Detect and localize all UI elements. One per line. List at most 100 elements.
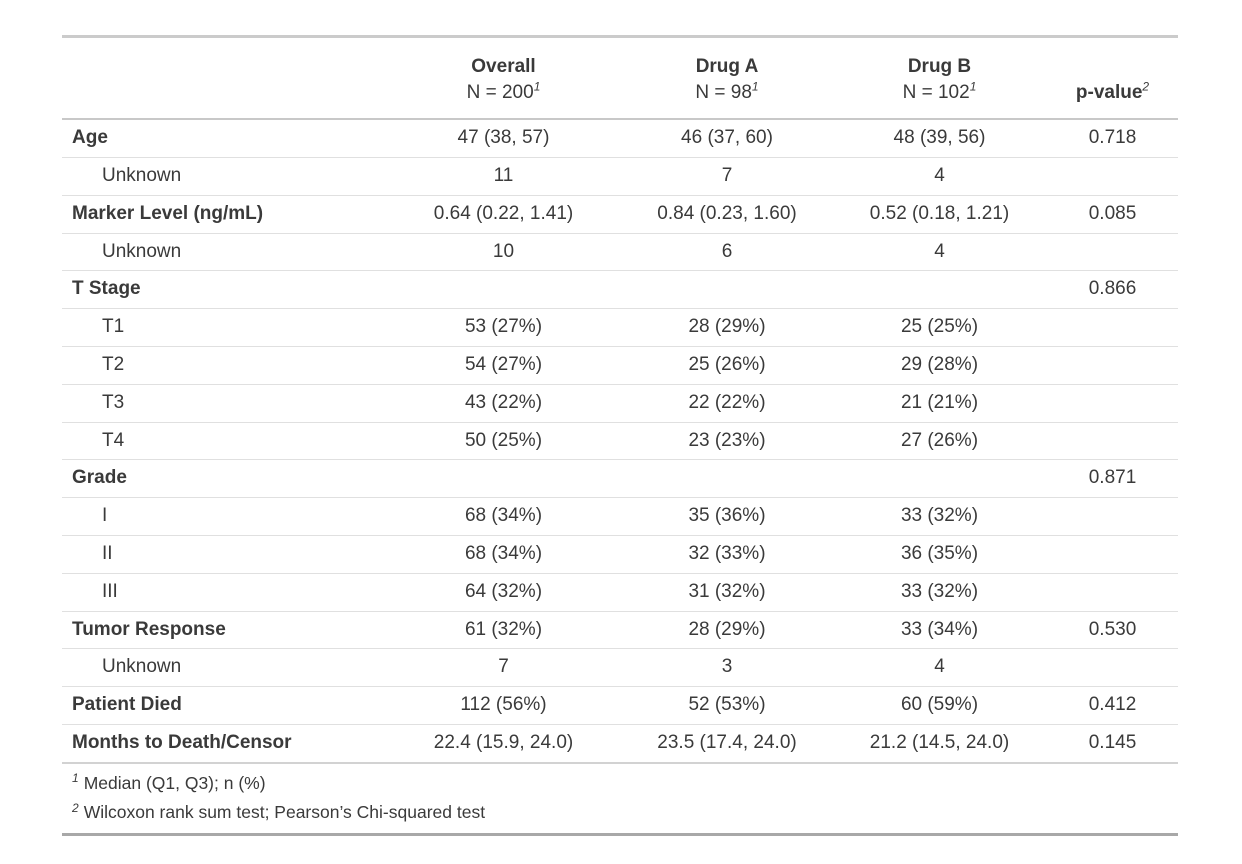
column-header-drug-b: Drug B N = 1021	[832, 36, 1047, 121]
cell-value: 23.5 (17.4, 24.0)	[622, 724, 832, 764]
column-title: p-value	[1075, 81, 1143, 103]
cell-p-value: 0.866	[1047, 270, 1178, 310]
footnote-mark: 2	[72, 800, 79, 815]
cell-p-value: 0.871	[1047, 459, 1178, 499]
cell-value: 33 (34%)	[832, 611, 1047, 650]
cell-value: 23 (23%)	[622, 422, 832, 461]
cell-value: 53 (27%)	[385, 308, 622, 348]
table-row: I 68 (34%) 35 (36%) 33 (32%)	[62, 497, 1178, 537]
cell-value: 0.64 (0.22, 1.41)	[385, 195, 622, 234]
cell-value: 28 (29%)	[622, 611, 832, 650]
cell-p-value	[1047, 157, 1178, 196]
column-n-text: N = 102	[902, 81, 970, 103]
row-label: III	[62, 573, 385, 612]
cell-value: 22.4 (15.9, 24.0)	[385, 724, 622, 764]
cell-value: 4	[832, 233, 1047, 272]
column-n-text: N = 98	[695, 81, 752, 103]
cell-p-value	[1047, 422, 1178, 461]
row-label: Patient Died	[62, 686, 385, 726]
table-row: II 68 (34%) 32 (33%) 36 (35%)	[62, 535, 1178, 574]
cell-value: 43 (22%)	[385, 384, 622, 423]
cell-value: 33 (32%)	[832, 497, 1047, 537]
cell-value: 0.52 (0.18, 1.21)	[832, 195, 1047, 234]
table-row: T4 50 (25%) 23 (23%) 27 (26%)	[62, 422, 1178, 461]
footnote-text: Median (Q1, Q3); n (%)	[83, 772, 266, 793]
cell-value	[622, 270, 832, 310]
table-row: Unknown 7 3 4	[62, 648, 1178, 688]
cell-value: 4	[832, 648, 1047, 688]
row-label: T3	[62, 384, 385, 423]
cell-value: 25 (26%)	[622, 346, 832, 385]
cell-value	[622, 459, 832, 499]
cell-value: 31 (32%)	[622, 573, 832, 612]
footnote-mark: 1	[751, 79, 759, 94]
column-n: N = 981	[628, 80, 826, 106]
cell-value: 22 (22%)	[622, 384, 832, 423]
cell-value: 50 (25%)	[385, 422, 622, 461]
table-row: Unknown 10 6 4	[62, 233, 1178, 272]
row-label: Marker Level (ng/mL)	[62, 195, 385, 234]
cell-value: 35 (36%)	[622, 497, 832, 537]
column-header-characteristic	[62, 36, 385, 121]
column-n-text: N = 200	[466, 81, 534, 103]
row-label: T2	[62, 346, 385, 385]
cell-value: 54 (27%)	[385, 346, 622, 385]
table-row: III 64 (32%) 31 (32%) 33 (32%)	[62, 573, 1178, 612]
row-label: Unknown	[62, 157, 385, 196]
table-row: T Stage 0.866	[62, 270, 1178, 310]
summary-table-container: Overall N = 2001 Drug A N = 981 Drug B N…	[62, 35, 1178, 837]
cell-value: 7	[385, 648, 622, 688]
cell-value: 33 (32%)	[832, 573, 1047, 612]
table-row: Unknown 11 7 4	[62, 157, 1178, 196]
column-n: N = 1021	[838, 80, 1041, 106]
row-label: Age	[62, 119, 385, 159]
cell-p-value	[1047, 535, 1178, 574]
footnote-text: Wilcoxon rank sum test; Pearson’s Chi-sq…	[83, 802, 486, 823]
footnote-2: 2 Wilcoxon rank sum test; Pearson’s Chi-s…	[62, 798, 1178, 834]
cell-p-value: 0.412	[1047, 686, 1178, 726]
cell-p-value	[1047, 497, 1178, 537]
cell-value: 11	[385, 157, 622, 196]
row-label: Unknown	[62, 648, 385, 688]
cell-value	[385, 459, 622, 499]
footnote-mark: 1	[72, 771, 79, 785]
cell-value: 68 (34%)	[385, 535, 622, 574]
row-label: T4	[62, 422, 385, 461]
cell-value: 64 (32%)	[385, 573, 622, 612]
cell-value: 3	[622, 648, 832, 688]
table-row: T3 43 (22%) 22 (22%) 21 (21%)	[62, 384, 1178, 423]
table-footnotes: 1 Median (Q1, Q3); n (%) 2 Wilcoxon rank s…	[62, 763, 1178, 835]
cell-p-value	[1047, 233, 1178, 272]
cell-p-value: 0.718	[1047, 119, 1178, 159]
cell-p-value	[1047, 384, 1178, 423]
table-row: Tumor Response 61 (32%) 28 (29%) 33 (34%…	[62, 611, 1178, 650]
cell-value	[385, 270, 622, 310]
cell-value: 21.2 (14.5, 24.0)	[832, 724, 1047, 764]
column-header-p-value: p-value2	[1047, 36, 1178, 121]
cell-value: 29 (28%)	[832, 346, 1047, 385]
table-row: Patient Died 112 (56%) 52 (53%) 60 (59%)…	[62, 686, 1178, 726]
header-row: Overall N = 2001 Drug A N = 981 Drug B N…	[62, 36, 1178, 121]
cell-value: 68 (34%)	[385, 497, 622, 537]
row-label: Grade	[62, 459, 385, 499]
footnote-row: 1 Median (Q1, Q3); n (%)	[62, 763, 1178, 799]
table-row: T2 54 (27%) 25 (26%) 29 (28%)	[62, 346, 1178, 385]
footnote-mark: 1	[533, 79, 541, 94]
row-label: T1	[62, 308, 385, 348]
cell-value: 112 (56%)	[385, 686, 622, 726]
footnote-mark: 1	[969, 79, 977, 94]
table-header: Overall N = 2001 Drug A N = 981 Drug B N…	[62, 36, 1178, 121]
column-header-drug-a: Drug A N = 981	[622, 36, 832, 121]
cell-value: 60 (59%)	[832, 686, 1047, 726]
footnote-mark: 2	[1142, 79, 1150, 94]
cell-value: 36 (35%)	[832, 535, 1047, 574]
column-title: Overall	[471, 56, 536, 77]
table-row: Grade 0.871	[62, 459, 1178, 499]
row-label: I	[62, 497, 385, 537]
cell-value	[832, 270, 1047, 310]
cell-value: 61 (32%)	[385, 611, 622, 650]
cell-value: 10	[385, 233, 622, 272]
footnote-row: 2 Wilcoxon rank sum test; Pearson’s Chi-s…	[62, 798, 1178, 834]
cell-p-value	[1047, 346, 1178, 385]
